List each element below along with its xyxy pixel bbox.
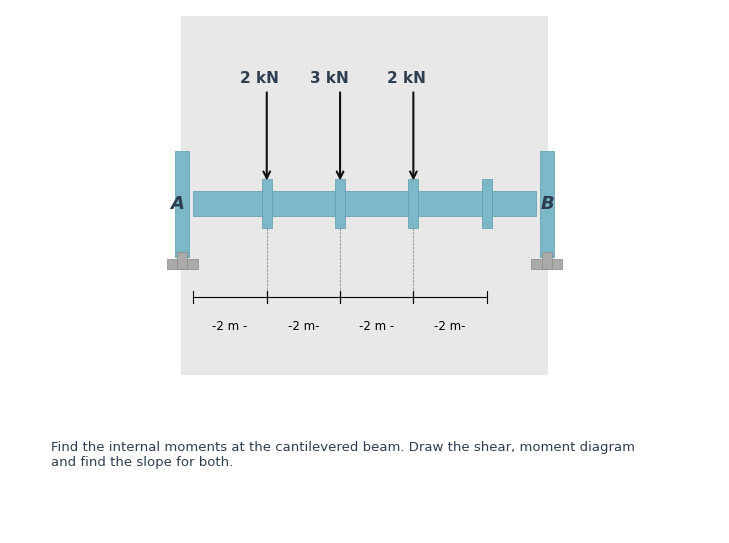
Text: 2 kN: 2 kN	[241, 71, 279, 85]
Bar	[542, 252, 552, 269]
Bar	[531, 258, 562, 269]
Bar	[408, 179, 418, 228]
Text: B: B	[541, 194, 555, 213]
Bar	[193, 191, 536, 216]
Text: 3 kN: 3 kN	[310, 71, 348, 85]
Bar	[175, 150, 190, 256]
Bar	[167, 258, 198, 269]
Text: -2 m -: -2 m -	[212, 320, 248, 333]
Bar	[539, 150, 554, 256]
Text: -2 m-: -2 m-	[288, 320, 319, 333]
Bar	[262, 179, 272, 228]
Text: Find the internal moments at the cantilevered beam. Draw the shear, moment diagr: Find the internal moments at the cantile…	[51, 441, 635, 469]
Bar	[182, 16, 547, 375]
Text: A: A	[171, 194, 184, 213]
Bar	[177, 252, 187, 269]
Bar	[335, 179, 345, 228]
Bar	[482, 179, 492, 228]
Text: 2 kN: 2 kN	[387, 71, 426, 85]
Text: -2 m -: -2 m -	[359, 320, 394, 333]
Text: -2 m-: -2 m-	[434, 320, 466, 333]
